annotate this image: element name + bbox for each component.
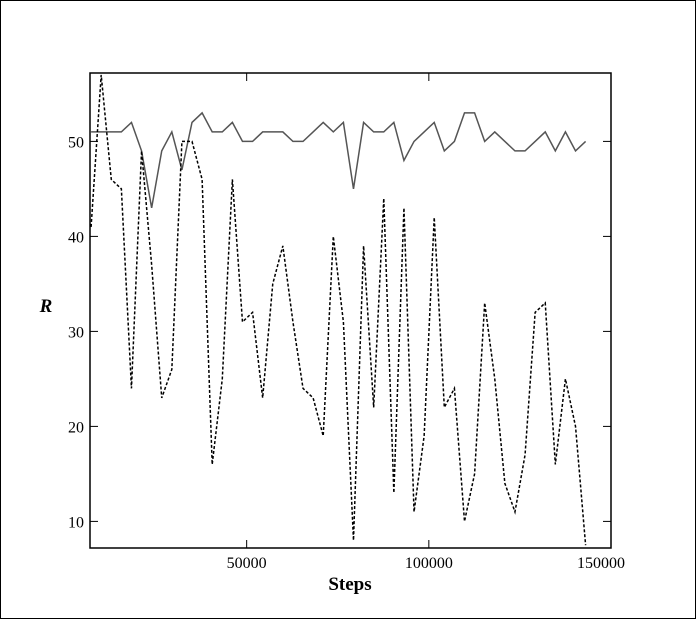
x-tick-label: 100000 bbox=[405, 555, 453, 572]
y-axis-title: R bbox=[39, 296, 53, 317]
x-axis-title: Steps bbox=[328, 574, 371, 595]
series-line bbox=[91, 111, 587, 209]
x-tick-label: 50000 bbox=[227, 555, 267, 572]
y-tick-label: 30 bbox=[68, 324, 84, 341]
y-tick-label: 40 bbox=[68, 229, 84, 246]
x-tick-label: 150000 bbox=[577, 555, 625, 572]
series-line bbox=[90, 74, 587, 546]
y-tick-label: 20 bbox=[68, 419, 84, 436]
y-tick-label: 10 bbox=[68, 514, 84, 531]
plot-area bbox=[89, 72, 612, 549]
y-tick-label: 50 bbox=[68, 134, 84, 151]
